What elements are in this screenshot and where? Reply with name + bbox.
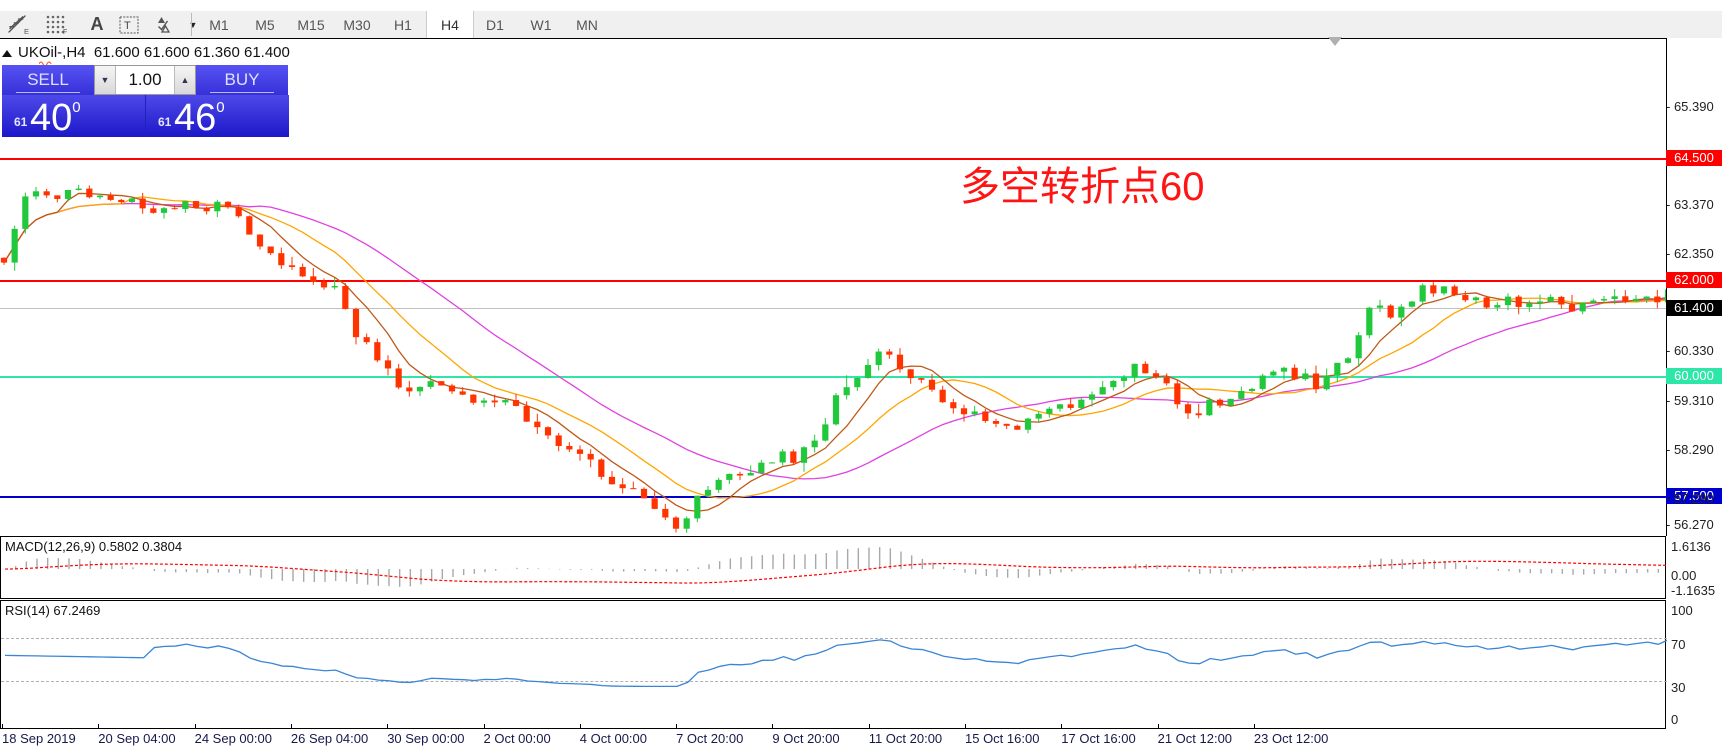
svg-text:E: E	[24, 27, 29, 35]
svg-text:T: T	[124, 20, 131, 32]
svg-text:F: F	[63, 29, 67, 35]
